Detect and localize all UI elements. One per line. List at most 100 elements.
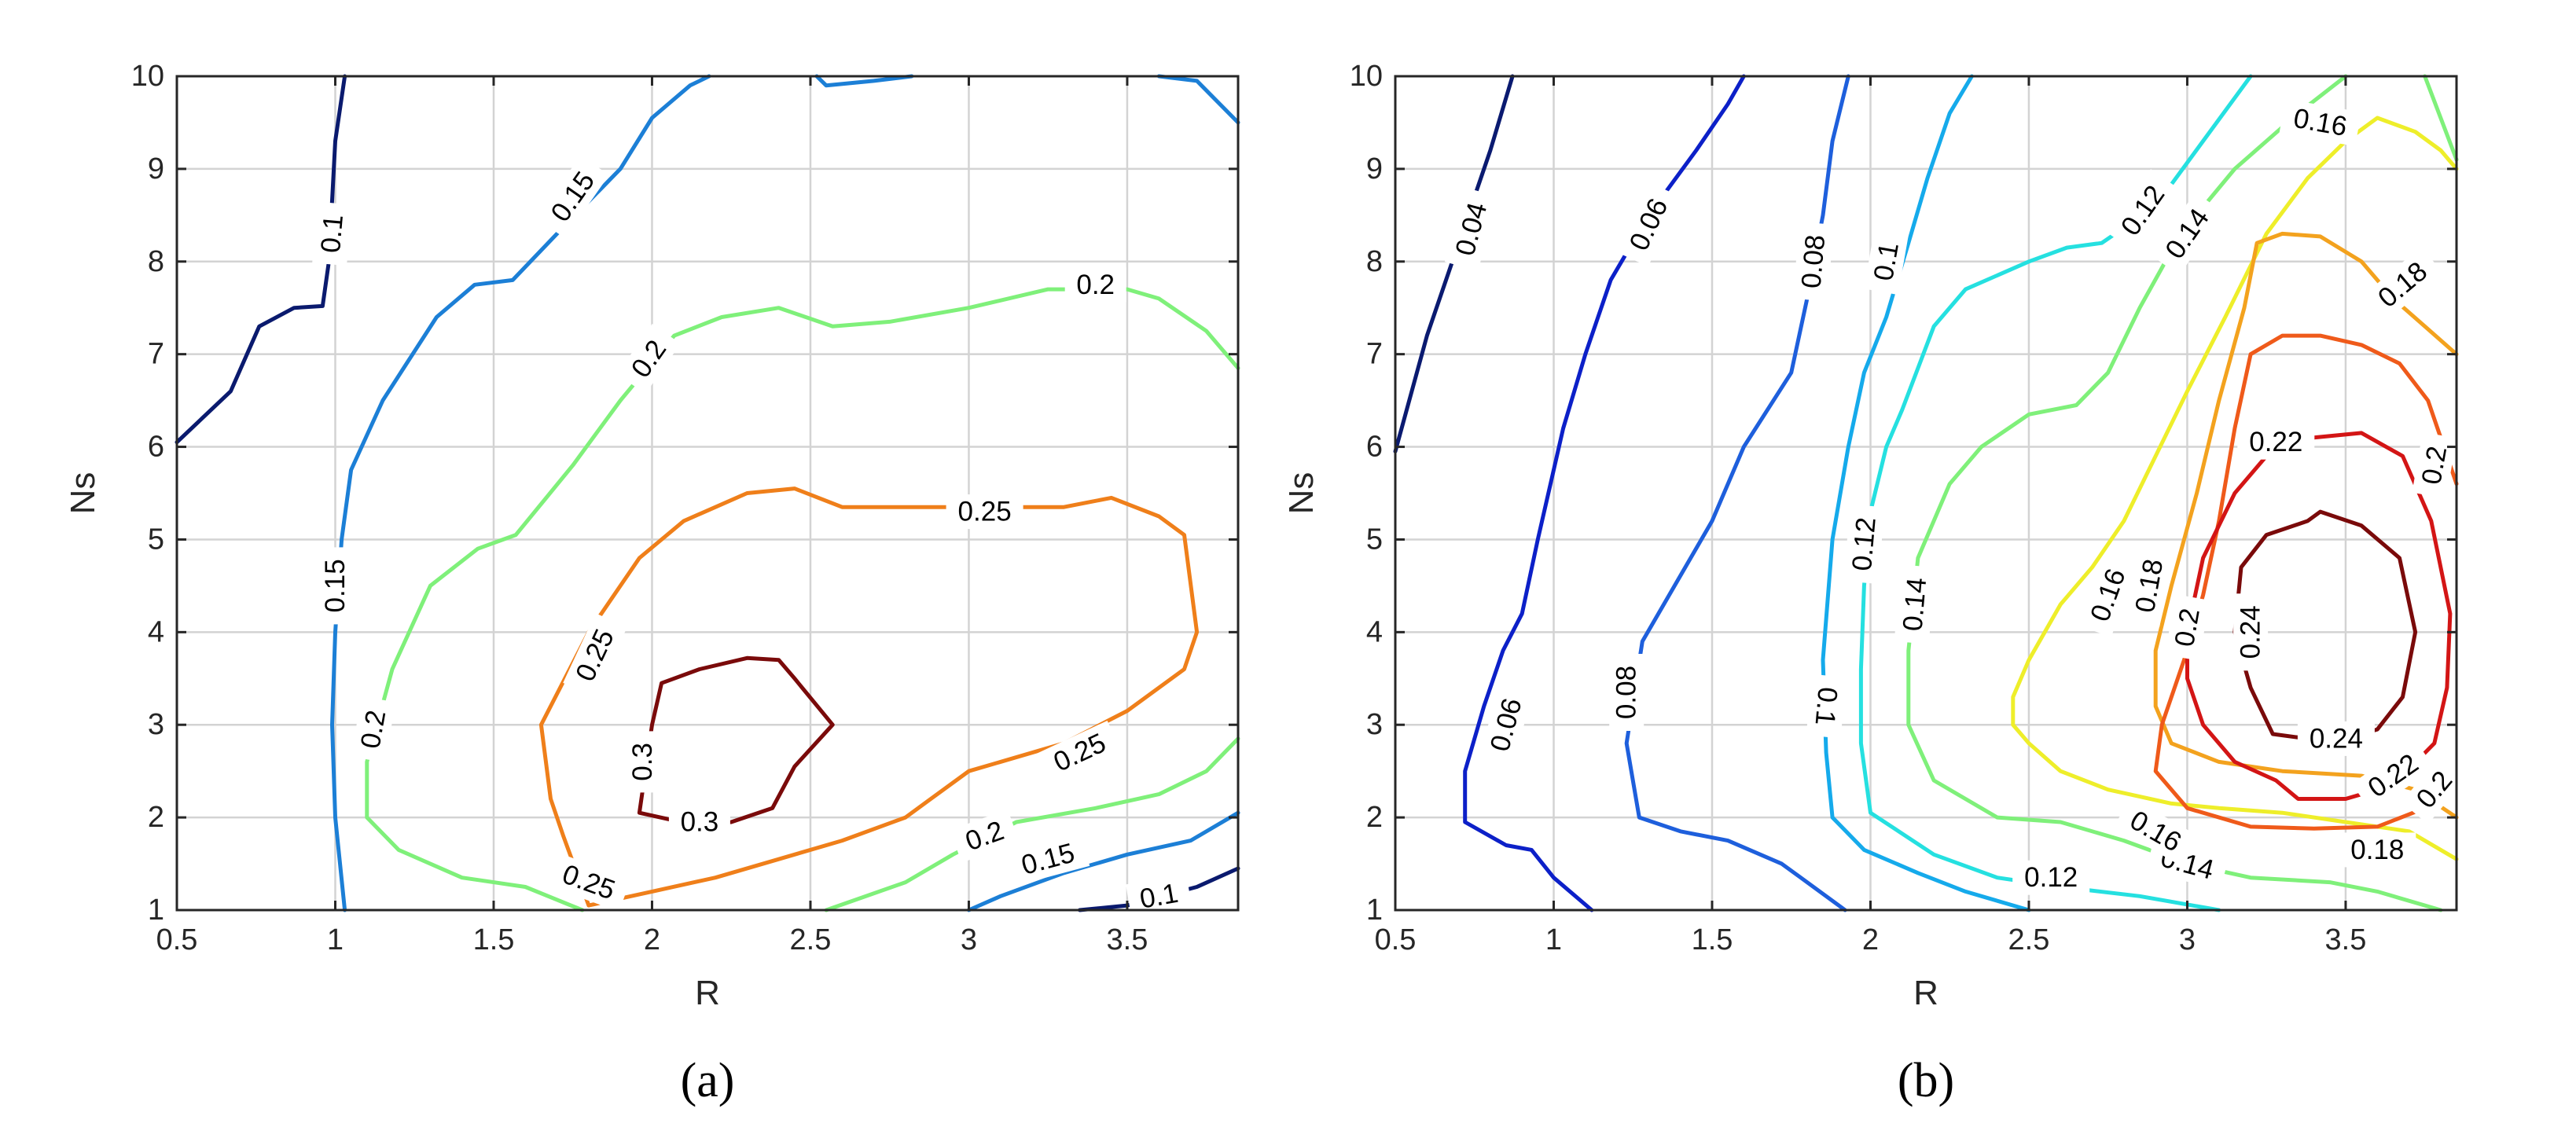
contour-line-0.1 xyxy=(1821,74,2031,912)
contour-label-bg xyxy=(2297,721,2375,756)
contour-label-bg xyxy=(1864,228,1909,296)
contour-label-text: 0.12 xyxy=(2024,862,2078,893)
y-tick-label: 8 xyxy=(1366,245,1383,278)
contour-label: 0.1 xyxy=(312,201,352,266)
contour-line-0.06 xyxy=(1463,74,1746,912)
y-axis-label: Ns xyxy=(1282,472,1321,515)
contour-label: 0.16 xyxy=(2279,98,2361,147)
contour-label: 0.1 xyxy=(1864,228,1909,296)
contour-label: 0.04 xyxy=(1444,187,1498,271)
contour-label: 0.15 xyxy=(318,547,353,625)
x-tick-label: 0.5 xyxy=(156,923,198,956)
contour-label: 0.15 xyxy=(536,155,609,239)
contour-label-bg xyxy=(625,731,660,793)
contour-line-0.16 xyxy=(2011,116,2459,861)
contour-label: 0.1 xyxy=(1126,873,1192,919)
contour-label: 0.08 xyxy=(1609,654,1644,731)
contour-label-bg xyxy=(1843,504,1885,585)
contour-label: 0.3 xyxy=(668,805,730,839)
contour-line-0.2 xyxy=(824,736,1240,912)
contour-label-text: 0.18 xyxy=(2350,835,2404,865)
plot-frame xyxy=(1394,75,2458,912)
contour-line-0.15 xyxy=(1156,74,1240,125)
contour-label-text: 0.2 xyxy=(2416,444,2453,487)
x-tick-label: 1 xyxy=(1545,923,1562,956)
contour-label-bg xyxy=(950,809,1020,863)
y-tick-label: 3 xyxy=(148,708,164,741)
contour-label: 0.12 xyxy=(1843,504,1885,585)
contour-label-bg xyxy=(2401,754,2468,824)
y-tick-label: 9 xyxy=(1366,152,1383,185)
contour-label-text: 0.04 xyxy=(1450,200,1493,259)
y-tick-label: 8 xyxy=(148,245,164,278)
contour-label-text: 0.25 xyxy=(958,497,1012,527)
y-tick-label: 6 xyxy=(148,431,164,464)
contour-label: 0.25 xyxy=(1037,720,1123,785)
contour-label-text: 0.24 xyxy=(2236,605,2266,659)
contour-label-text: 0.24 xyxy=(2310,723,2363,754)
y-tick-label: 2 xyxy=(1366,801,1383,834)
contour-chart-a: 0.10.10.150.150.150.20.20.20.20.250.250.… xyxy=(64,60,1240,1107)
contour-label-text: 0.1 xyxy=(1810,686,1843,727)
contour-line-0.2 xyxy=(2153,333,2459,831)
contour-label-bg xyxy=(351,696,396,763)
contour-label-bg xyxy=(546,853,631,912)
contour-label-bg xyxy=(2361,246,2444,323)
contour-label: 0.14 xyxy=(1894,564,1936,644)
contour-line-0.25 xyxy=(538,486,1200,908)
y-tick-label: 4 xyxy=(1366,615,1383,648)
contour-label-bg xyxy=(1806,674,1847,739)
contour-label-bg xyxy=(2412,431,2457,499)
gridlines xyxy=(1394,75,2457,912)
contour-label-text: 0.12 xyxy=(1847,516,1882,572)
contour-line-0.18 xyxy=(2153,231,2459,820)
contour-label: 0.3 xyxy=(625,731,660,793)
contour-label-bg xyxy=(2233,593,2269,671)
contour-label: 0.12 xyxy=(2012,860,2090,895)
contour-label: 0.2 xyxy=(351,696,396,763)
contour-chart-b: 0.040.060.060.080.080.10.10.120.120.120.… xyxy=(1282,60,2468,1107)
contour-label: 0.2 xyxy=(2165,594,2210,661)
x-tick-label: 2.5 xyxy=(2008,923,2050,956)
contour-label-bg xyxy=(2125,545,2174,627)
contour-label-text: 0.15 xyxy=(1018,838,1078,881)
contour-label-bg xyxy=(312,201,352,266)
contour-label-bg xyxy=(318,547,353,625)
contour-label-bg xyxy=(1609,654,1644,731)
y-tick-label: 10 xyxy=(131,60,164,93)
contour-label-bg xyxy=(1479,683,1533,767)
contour-label: 0.18 xyxy=(2361,246,2444,323)
contour-label-bg xyxy=(1006,832,1090,887)
contour-label: 0.24 xyxy=(2233,593,2269,671)
contour-label-bg xyxy=(668,805,730,839)
contour-label-text: 0.3 xyxy=(681,807,719,838)
contour-label-bg xyxy=(1616,182,1681,267)
plot-frame xyxy=(175,75,1240,912)
contour-label: 0.22 xyxy=(2237,424,2315,460)
contour-line-0.1 xyxy=(175,74,347,445)
y-tick-label: 5 xyxy=(1366,523,1383,556)
contour-line-0.14 xyxy=(2423,74,2459,162)
contour-label-text: 0.3 xyxy=(627,743,658,781)
y-tick-label: 3 xyxy=(1366,708,1383,741)
panel-caption: (a) xyxy=(681,1054,735,1107)
contour-label-bg xyxy=(536,155,609,239)
contour-label-bg xyxy=(946,494,1023,530)
contour-label-bg xyxy=(2078,552,2138,637)
contour-line-0.3 xyxy=(637,655,835,826)
contour-label-text: 0.06 xyxy=(1484,695,1527,754)
contour-label-bg xyxy=(2106,169,2180,252)
y-tick-label: 7 xyxy=(148,338,164,371)
y-tick-label: 2 xyxy=(148,801,164,834)
x-tick-label: 3.5 xyxy=(1107,923,1148,956)
contour-labels: 0.10.10.150.150.150.20.20.20.20.250.250.… xyxy=(312,155,1192,919)
y-tick-label: 7 xyxy=(1366,338,1383,371)
contour-label-bg xyxy=(617,324,681,395)
contour-label-bg xyxy=(2012,860,2090,895)
x-axis-label: R xyxy=(695,974,720,1012)
contour-label-bg xyxy=(1792,222,1835,302)
contour-label-bg xyxy=(1037,720,1123,785)
x-tick-label: 1 xyxy=(327,923,344,956)
contour-label-text: 0.08 xyxy=(1796,233,1832,289)
x-tick-label: 2 xyxy=(644,923,660,956)
